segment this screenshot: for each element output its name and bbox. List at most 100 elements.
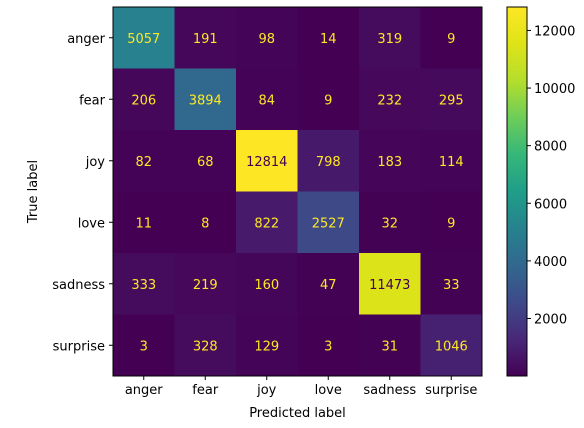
cell-sadness-love xyxy=(297,253,360,315)
cell-value-label: 1046 xyxy=(435,339,468,354)
colorbar-tick-label: 4000 xyxy=(534,255,567,270)
cell-joy-joy xyxy=(236,130,298,192)
cell-value-label: 183 xyxy=(377,155,402,170)
x-tick-label: surprise xyxy=(425,383,477,398)
cell-love-joy xyxy=(236,191,298,254)
colorbar-tick-label: 2000 xyxy=(534,312,567,327)
colorbar-tick-label: 12000 xyxy=(534,24,575,39)
y-tick-label: surprise xyxy=(53,339,105,354)
cell-surprise-love xyxy=(297,314,360,377)
cell-value-label: 328 xyxy=(193,339,218,354)
cell-value-label: 47 xyxy=(320,278,337,293)
cell-value-label: 9 xyxy=(324,93,332,108)
cell-value-label: 8 xyxy=(201,216,209,231)
cell-sadness-fear xyxy=(174,253,237,315)
cell-love-fear xyxy=(174,191,237,254)
colorbar-tick-label: 8000 xyxy=(534,140,567,155)
cell-fear-joy xyxy=(236,68,298,131)
cell-sadness-joy xyxy=(236,253,298,315)
cell-value-label: 232 xyxy=(377,93,402,108)
x-tick-label: anger xyxy=(125,383,163,398)
cell-value-label: 9 xyxy=(447,32,455,47)
cell-value-label: 9 xyxy=(447,216,455,231)
cell-anger-fear xyxy=(174,7,237,69)
plot-frame xyxy=(112,6,483,377)
cell-value-label: 114 xyxy=(439,155,464,170)
cell-value-label: 68 xyxy=(197,155,214,170)
heatmap-cells xyxy=(113,7,483,377)
cell-value-label: 11473 xyxy=(369,278,410,293)
cell-anger-joy xyxy=(236,7,298,69)
x-axis: anger fear joy love sadness surprise xyxy=(125,376,477,398)
x-tick-label: love xyxy=(315,383,342,398)
y-tick-label: love xyxy=(78,216,105,231)
cell-value-label: 822 xyxy=(254,216,279,231)
colorbar-tick-label: 6000 xyxy=(534,197,567,212)
cell-love-anger xyxy=(113,191,175,254)
cell-value-label: 11 xyxy=(135,216,152,231)
cell-surprise-joy xyxy=(236,314,298,377)
y-axis-title: True label xyxy=(26,160,41,224)
x-tick-label: sadness xyxy=(363,383,416,398)
cell-value-label: 5057 xyxy=(127,32,160,47)
cell-love-surprise xyxy=(420,191,483,254)
cell-fear-love xyxy=(297,68,360,131)
y-tick-label: anger xyxy=(67,32,105,47)
cell-fear-surprise xyxy=(420,68,483,131)
x-tick-label: fear xyxy=(192,383,219,398)
cell-value-label: 33 xyxy=(443,278,460,293)
cell-value-label: 98 xyxy=(258,32,275,47)
cell-joy-surprise xyxy=(420,130,483,192)
cell-value-label: 31 xyxy=(381,339,398,354)
cell-anger-anger xyxy=(113,7,175,69)
cell-anger-love xyxy=(297,7,360,69)
cell-value-label: 3 xyxy=(324,339,332,354)
cell-love-sadness xyxy=(359,191,421,254)
cell-surprise-anger xyxy=(113,314,175,377)
y-tick-label: joy xyxy=(85,155,106,170)
cell-love-love xyxy=(297,191,360,254)
cell-fear-anger xyxy=(113,68,175,131)
cell-sadness-sadness xyxy=(359,253,421,315)
cell-value-label: 319 xyxy=(377,32,402,47)
cell-value-label: 191 xyxy=(193,32,218,47)
y-axis: anger fear joy love sadness surprise xyxy=(52,32,113,354)
colorbar-ticks: 2000 4000 6000 8000 10000 12000 xyxy=(527,24,575,327)
cell-value-label: 3 xyxy=(140,339,148,354)
cell-value-label: 129 xyxy=(254,339,279,354)
cell-value-label: 798 xyxy=(316,155,341,170)
x-axis-title: Predicted label xyxy=(249,406,346,421)
cell-surprise-surprise xyxy=(420,314,483,377)
cell-value-label: 3894 xyxy=(189,93,222,108)
cell-surprise-fear xyxy=(174,314,237,377)
cell-value-label: 295 xyxy=(439,93,464,108)
cell-joy-sadness xyxy=(359,130,421,192)
colorbar xyxy=(506,6,528,377)
y-tick-label: sadness xyxy=(52,278,105,293)
cell-value-label: 84 xyxy=(258,93,275,108)
cell-value-label: 32 xyxy=(381,216,398,231)
cell-anger-surprise xyxy=(420,7,483,69)
cell-value-label: 14 xyxy=(320,32,337,47)
cell-value-label: 160 xyxy=(254,278,279,293)
cell-joy-love xyxy=(297,130,360,192)
cell-value-label: 206 xyxy=(131,93,156,108)
cell-surprise-sadness xyxy=(359,314,421,377)
y-tick-label: fear xyxy=(79,93,106,108)
cell-fear-sadness xyxy=(359,68,421,131)
cell-fear-fear xyxy=(174,68,237,131)
cell-joy-fear xyxy=(174,130,237,192)
cell-sadness-anger xyxy=(113,253,175,315)
cell-value-label: 219 xyxy=(193,278,218,293)
cell-value-label: 12814 xyxy=(246,155,287,170)
cell-value-label: 333 xyxy=(131,278,156,293)
cell-value-label: 82 xyxy=(135,155,152,170)
cell-value-label: 2527 xyxy=(312,216,345,231)
cell-joy-anger xyxy=(113,130,175,192)
x-tick-label: joy xyxy=(256,383,277,398)
cell-anger-sadness xyxy=(359,7,421,69)
colorbar-tick-label: 10000 xyxy=(534,82,575,97)
cell-sadness-surprise xyxy=(420,253,483,315)
